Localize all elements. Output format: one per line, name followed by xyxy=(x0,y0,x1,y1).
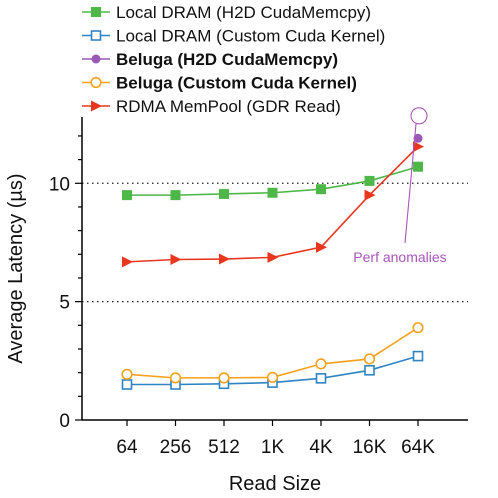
data-point xyxy=(267,187,278,198)
data-point xyxy=(413,141,424,153)
x-tick-label: 1K xyxy=(261,437,285,458)
data-point xyxy=(316,184,326,195)
legend-marker xyxy=(91,100,102,112)
legend-marker xyxy=(91,54,101,64)
data-point xyxy=(170,190,181,201)
reference-lines xyxy=(82,182,468,303)
annotation-label: Perf anomalies xyxy=(353,249,446,265)
data-point xyxy=(170,254,182,266)
legend-label: Beluga (H2D CudaMemcpy) xyxy=(116,50,338,69)
series-group xyxy=(121,133,424,390)
data-point xyxy=(169,372,182,384)
axes: 0 5 10 64 256 512 1K 4K 16K 64K Read Size Average L… xyxy=(5,117,468,495)
series-line xyxy=(126,146,419,263)
data-point xyxy=(364,175,375,186)
data-point xyxy=(122,190,132,201)
x-axis-title: Read Size xyxy=(229,473,321,495)
series xyxy=(121,350,424,390)
data-point xyxy=(219,188,229,199)
x-tick-label: 16K xyxy=(353,437,387,458)
annotations: Perf anomalies xyxy=(353,107,447,265)
legend-marker xyxy=(91,7,101,17)
series xyxy=(413,133,423,143)
data-point xyxy=(266,371,279,383)
data-point xyxy=(219,253,230,265)
data-point xyxy=(121,379,133,390)
legend-marker xyxy=(90,30,102,41)
x-tick-label: 256 xyxy=(160,437,192,458)
data-point xyxy=(413,133,423,143)
data-point xyxy=(122,256,133,268)
legend-marker xyxy=(90,76,102,89)
data-point xyxy=(218,372,230,384)
y-axis-title: Average Latency (µs) xyxy=(5,173,27,363)
anomaly-circle xyxy=(410,107,428,125)
y-tick-label: 0 xyxy=(59,411,70,432)
legend-label: Beluga (Custom Cuda Kernel) xyxy=(116,74,357,93)
annotation-pointer xyxy=(404,123,417,244)
x-tick-label: 4K xyxy=(309,437,333,458)
y-tick-label: 10 xyxy=(49,174,70,195)
data-point xyxy=(412,350,424,362)
data-point xyxy=(315,358,327,370)
x-tick-label: 512 xyxy=(208,437,240,458)
legend-label: RDMA MemPool (GDR Read) xyxy=(116,97,341,116)
data-point xyxy=(364,189,376,201)
data-point xyxy=(121,368,133,380)
data-point xyxy=(413,161,423,172)
series xyxy=(121,322,424,384)
data-point xyxy=(316,241,327,253)
y-tick-label: 5 xyxy=(59,293,70,314)
x-tick-label: 64K xyxy=(401,437,435,458)
data-point xyxy=(412,322,424,334)
legend: Local DRAM (H2D CudaMemcpy) Local DRAM (C… xyxy=(82,3,385,116)
legend-label: Local DRAM (H2D CudaMemcpy) xyxy=(116,3,371,22)
data-point xyxy=(315,373,327,384)
legend-label: Local DRAM (Custom Cuda Kernel) xyxy=(116,27,385,46)
series xyxy=(122,161,423,201)
series xyxy=(122,141,424,268)
x-tick-label: 64 xyxy=(116,437,138,458)
data-point xyxy=(267,251,279,263)
data-point xyxy=(363,353,376,365)
data-point xyxy=(364,364,375,376)
